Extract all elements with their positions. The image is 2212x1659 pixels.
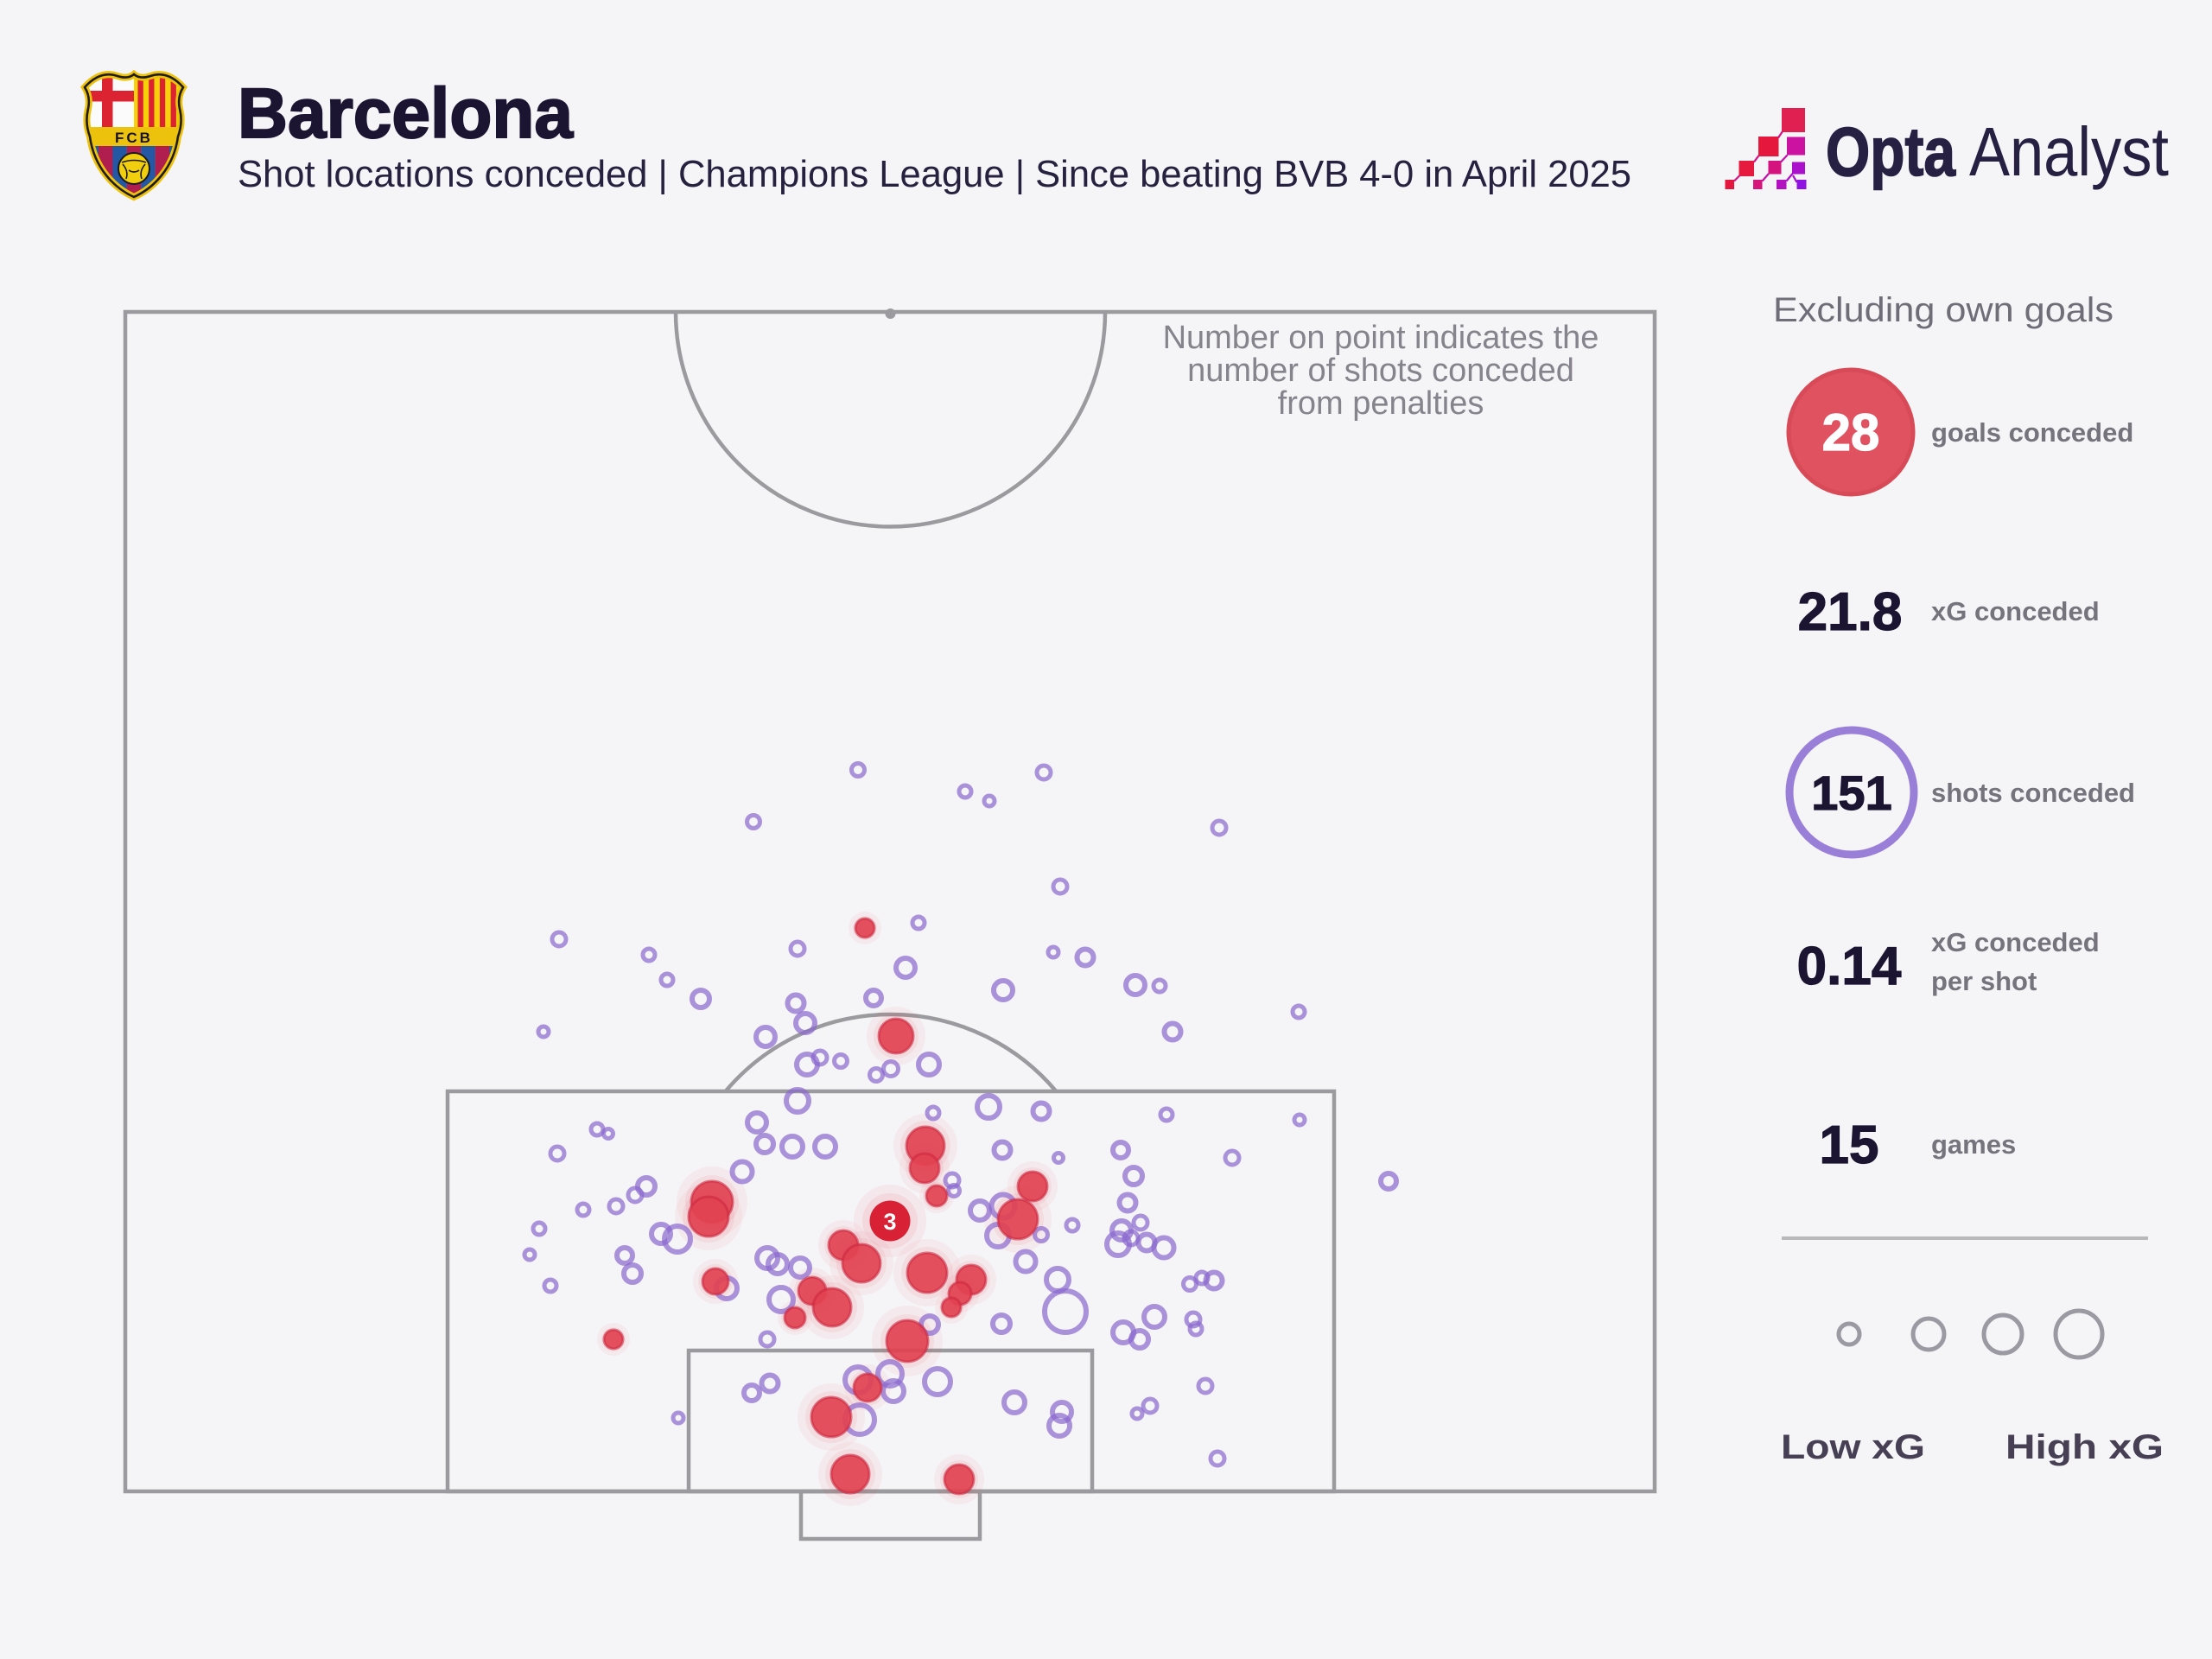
svg-text:number of shots conceded: number of shots conceded <box>1187 353 1574 389</box>
svg-text:Low xG: Low xG <box>1781 1428 1925 1466</box>
svg-text:151: 151 <box>1811 766 1891 820</box>
svg-text:per shot: per shot <box>1931 966 2037 996</box>
svg-text:28: 28 <box>1822 404 1880 461</box>
svg-text:goals conceded: goals conceded <box>1931 417 2133 448</box>
svg-text:xG conceded: xG conceded <box>1931 596 2100 626</box>
svg-text:Shot locations conceded | Cham: Shot locations conceded | Champions Leag… <box>238 153 1631 195</box>
svg-text:FCB: FCB <box>115 130 153 146</box>
svg-text:Analyst: Analyst <box>1969 113 2169 190</box>
svg-text:0.14: 0.14 <box>1797 937 1902 996</box>
svg-text:from penalties: from penalties <box>1278 385 1484 422</box>
svg-text:High xG: High xG <box>2005 1428 2164 1466</box>
svg-text:Opta: Opta <box>1826 113 1955 190</box>
svg-text:15: 15 <box>1820 1116 1879 1175</box>
svg-text:Excluding own goals: Excluding own goals <box>1773 291 2113 329</box>
svg-text:Number on point indicates the: Number on point indicates the <box>1163 320 1599 356</box>
svg-text:games: games <box>1931 1129 2016 1160</box>
svg-text:shots conceded: shots conceded <box>1931 778 2135 808</box>
svg-text:3: 3 <box>883 1209 896 1235</box>
svg-text:Barcelona: Barcelona <box>238 74 574 153</box>
svg-text:xG conceded: xG conceded <box>1931 927 2100 957</box>
svg-text:21.8: 21.8 <box>1798 582 1903 642</box>
